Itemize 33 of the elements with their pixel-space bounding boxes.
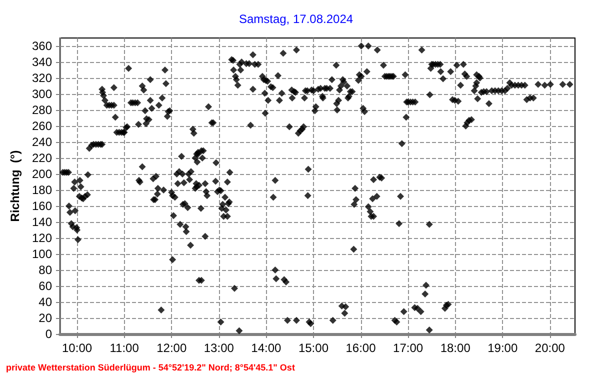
y-tick-label: 180 [32, 183, 52, 197]
y-tick-label: 300 [32, 87, 52, 101]
y-tick-label: 0 [45, 327, 52, 341]
y-tick-label: 260 [32, 119, 52, 133]
x-tick-label: 11:00 [110, 341, 140, 355]
y-tick-label: 340 [32, 55, 52, 69]
y-tick-label: 20 [38, 311, 52, 325]
y-tick-label: 240 [32, 135, 52, 149]
x-tick-label: 14:00 [251, 341, 282, 355]
x-tick-label: 12:00 [156, 341, 187, 355]
y-tick-label: 60 [38, 279, 52, 293]
y-tick-label: 120 [32, 231, 52, 245]
x-tick-label: 17:00 [393, 341, 424, 355]
x-tick-label: 18:00 [440, 341, 471, 355]
y-axis-title: Richtung (°) [8, 150, 22, 222]
y-tick-label: 140 [32, 215, 52, 229]
x-tick-label: 15:00 [298, 341, 329, 355]
chart-title: Samstag, 17.08.2024 [238, 12, 354, 26]
y-tick-label: 40 [38, 295, 52, 309]
y-tick-label: 280 [32, 103, 52, 117]
x-tick-label: 16:00 [346, 341, 376, 355]
y-tick-label: 160 [32, 199, 52, 213]
y-tick-label: 320 [32, 71, 52, 85]
x-tick-label: 19:00 [488, 341, 518, 355]
x-tick-label: 20:00 [534, 341, 566, 355]
x-tick-label: 10:00 [62, 341, 92, 355]
y-tick-label: 220 [32, 151, 52, 165]
y-tick-label: 360 [32, 39, 52, 53]
x-tick-label: 13:00 [204, 341, 234, 355]
y-tick-label: 80 [38, 263, 52, 277]
y-tick-label: 100 [32, 247, 52, 261]
y-tick-label: 200 [32, 167, 52, 181]
text: private Wetterstation Süderlügum - 54°52'19.2" Nord; 8°54'45.1" Ost [6, 362, 295, 372]
